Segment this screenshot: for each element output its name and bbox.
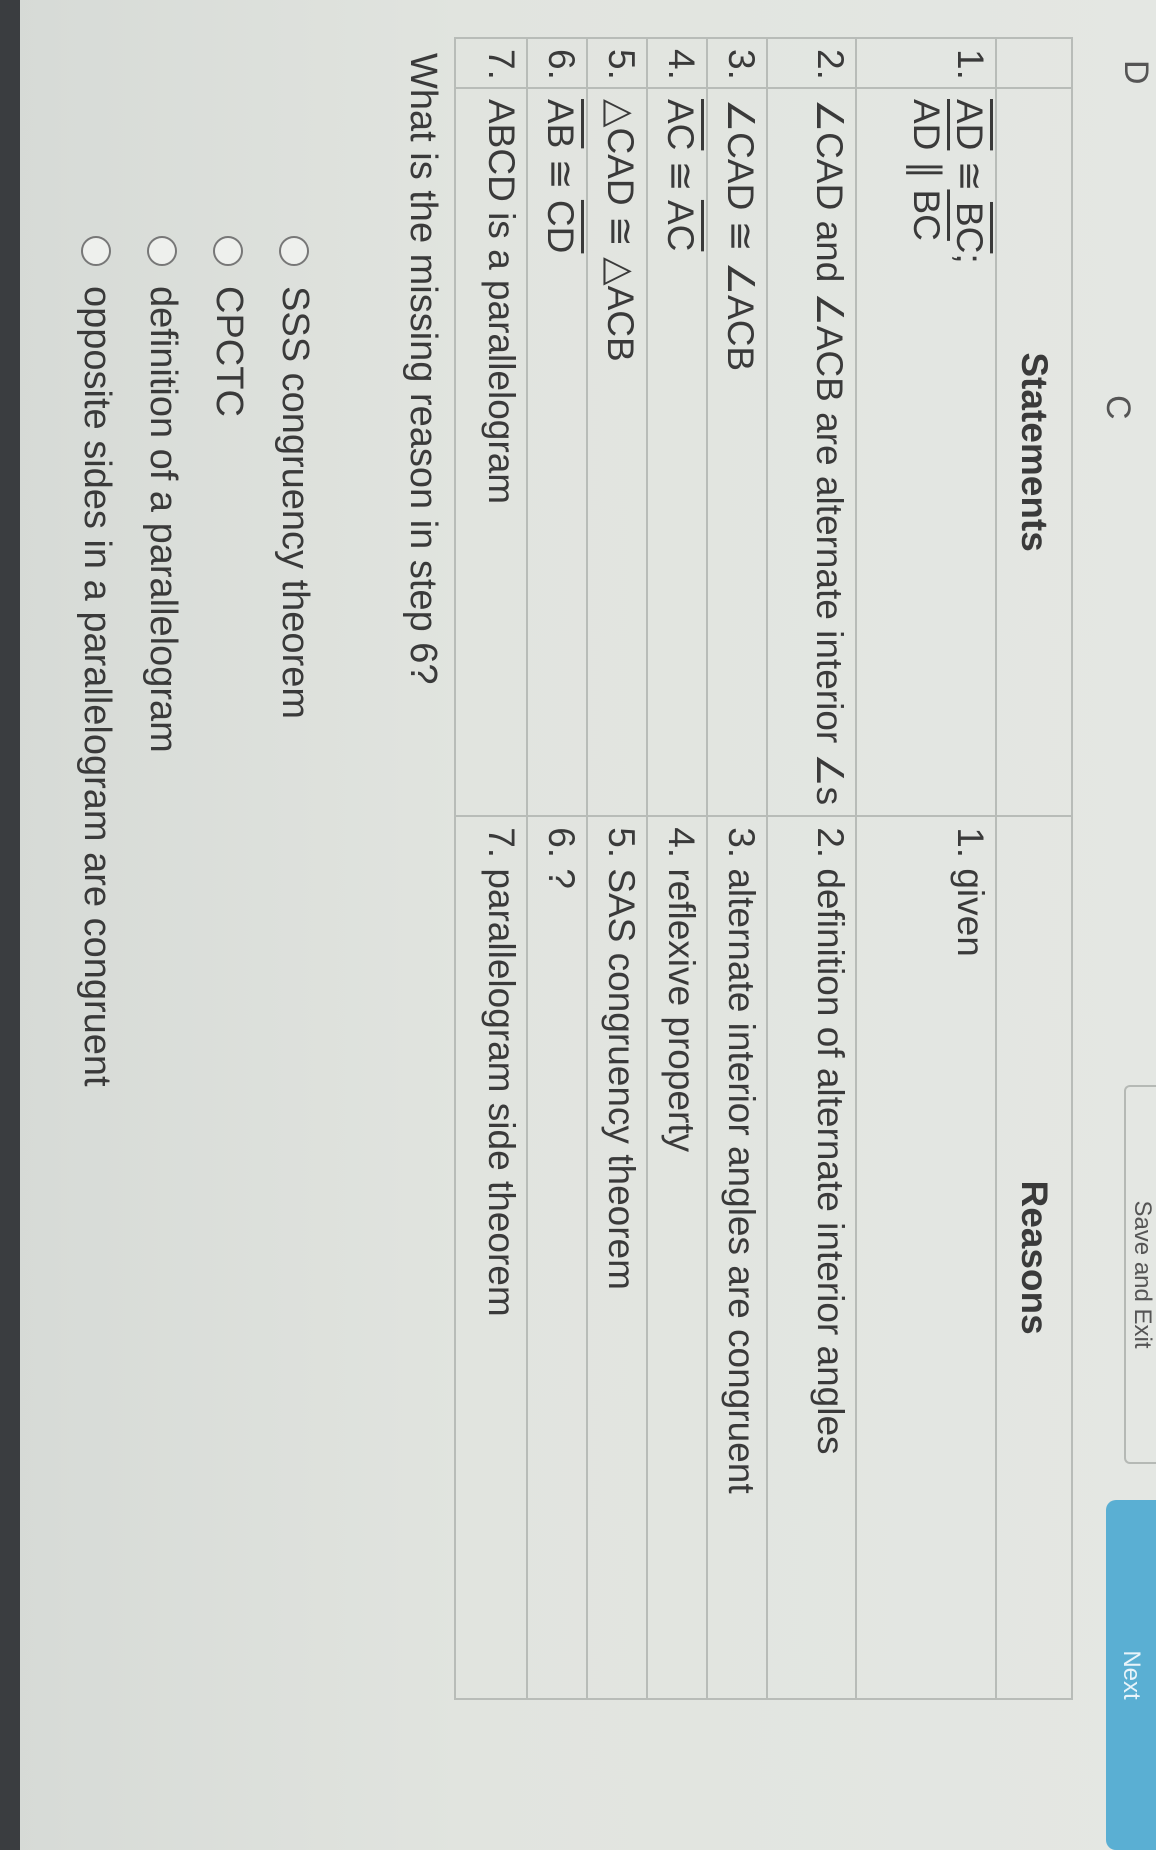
table-row: 2. ∠CAD and ∠ACB are alternate interior …	[767, 38, 856, 1699]
segment: AC	[660, 99, 701, 151]
statement-cell: ∠CAD and ∠ACB are alternate interior ∠s	[767, 88, 856, 817]
segment: AC	[660, 199, 701, 252]
header-statements: Statements	[996, 88, 1072, 817]
table-row: 7. ABCD is a parallelogram 7. parallelog…	[455, 38, 527, 1699]
symbol: ;	[949, 253, 990, 264]
save-and-exit-button[interactable]: Save and Exit	[1124, 1085, 1156, 1464]
reason-cell: 1. given	[856, 816, 996, 1699]
row-number: 7.	[455, 38, 527, 88]
segment: BC	[949, 201, 990, 254]
header-reasons: Reasons	[996, 816, 1072, 1699]
table-row: 4. AC ≅ AC 4. reflexive property	[647, 38, 707, 1699]
segment: AD	[949, 99, 990, 151]
figure-label-c: C	[1099, 395, 1137, 420]
option-opposite-sides[interactable]: opposite sides in a parallelogram are co…	[75, 236, 118, 1087]
reason-cell: 7. parallelogram side theorem	[455, 816, 527, 1699]
option-sss[interactable]: SSS congruency theorem	[273, 236, 316, 719]
symbol: ≅	[540, 148, 581, 200]
figure-label-d: D	[1117, 60, 1155, 85]
reason-cell: 2. definition of alternate interior angl…	[767, 816, 856, 1699]
reason-cell: 3. alternate interior angles are congrue…	[707, 816, 767, 1699]
table-header-row: Statements Reasons	[996, 38, 1072, 1699]
reason-cell: 5. SAS congruency theorem	[587, 816, 647, 1699]
symbol: ≅	[949, 150, 990, 202]
segment: BC	[906, 189, 947, 241]
row-number: 4.	[647, 38, 707, 88]
symbol: ≅	[660, 150, 701, 200]
radio-button[interactable]	[81, 236, 112, 266]
option-cpctc[interactable]: CPCTC	[207, 236, 250, 417]
table-row: 3. ∠CAD ≅ ∠ACB 3. alternate interior ang…	[707, 38, 767, 1699]
radio-button[interactable]	[213, 236, 244, 266]
question-text: What is the missing reason in step 6?	[402, 53, 444, 685]
statement-cell: △CAD ≅ △ACB	[587, 88, 647, 817]
statement-cell: ∠CAD ≅ ∠ACB	[707, 88, 767, 817]
row-number: 5.	[587, 38, 647, 88]
reason-cell: 6. ?	[527, 816, 587, 1699]
row-number: 3.	[707, 38, 767, 88]
segment: AB	[540, 99, 581, 149]
option-label: SSS congruency theorem	[274, 286, 316, 720]
row-number: 6.	[527, 38, 587, 88]
symbol: ∥	[906, 150, 947, 190]
segment: AD	[906, 99, 947, 151]
row-number: 2.	[767, 38, 856, 88]
statement-cell: AC ≅ AC	[647, 88, 707, 817]
radio-button[interactable]	[279, 236, 310, 266]
proof-table: Statements Reasons 1. AD ≅ BC; AD ∥ BC 1…	[454, 37, 1073, 1700]
option-label: CPCTC	[208, 286, 250, 417]
screen-bezel	[0, 0, 20, 1850]
header-number	[996, 38, 1072, 88]
table-row: 5. △CAD ≅ △ACB 5. SAS congruency theorem	[587, 38, 647, 1699]
table-row: 1. AD ≅ BC; AD ∥ BC 1. given	[856, 38, 996, 1699]
statement-cell: AD ≅ BC; AD ∥ BC	[856, 88, 996, 817]
option-definition-parallelogram[interactable]: definition of a parallelogram	[141, 236, 184, 753]
reason-cell: 4. reflexive property	[647, 816, 707, 1699]
option-label: opposite sides in a parallelogram are co…	[76, 286, 118, 1087]
option-label: definition of a parallelogram	[142, 286, 184, 753]
radio-button[interactable]	[147, 236, 178, 266]
statement-cell: AB ≅ CD	[527, 88, 587, 817]
row-number: 1.	[856, 38, 996, 88]
next-button[interactable]: Next	[1106, 1500, 1156, 1850]
table-row: 6. AB ≅ CD 6. ?	[527, 38, 587, 1699]
statement-cell: ABCD is a parallelogram	[455, 88, 527, 817]
segment: CD	[540, 199, 581, 254]
